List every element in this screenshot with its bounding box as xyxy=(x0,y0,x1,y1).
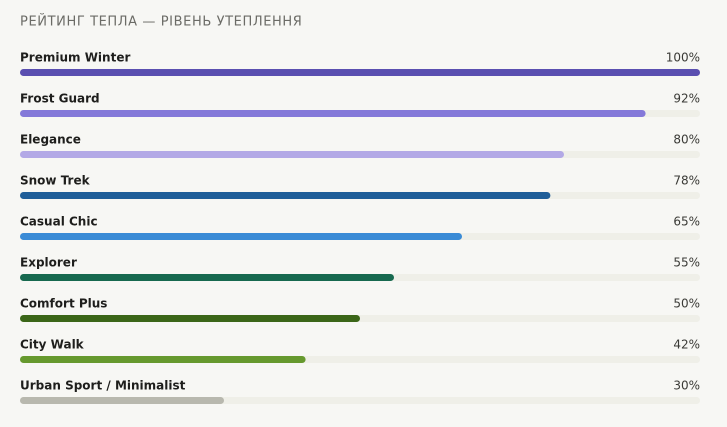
bar xyxy=(20,315,360,322)
value-label: 42% xyxy=(673,338,700,352)
bar xyxy=(20,397,224,404)
bar xyxy=(20,192,551,199)
bar-label: Frost Guard xyxy=(20,92,100,106)
value-label: 78% xyxy=(673,174,700,188)
bar xyxy=(20,151,564,158)
bar-label: Elegance xyxy=(20,133,81,147)
value-label: 55% xyxy=(673,256,700,270)
bar xyxy=(20,274,394,281)
bar xyxy=(20,69,700,76)
value-label: 30% xyxy=(673,379,700,393)
value-label: 80% xyxy=(673,133,700,147)
bar xyxy=(20,233,462,240)
value-label: 50% xyxy=(673,297,700,311)
bar-label: Urban Sport / Minimalist xyxy=(20,379,186,393)
chart-title: РЕЙТИНГ ТЕПЛА — РІВЕНЬ УТЕПЛЕННЯ xyxy=(20,14,302,30)
value-label: 65% xyxy=(673,215,700,229)
bar-label: City Walk xyxy=(20,338,85,352)
bar xyxy=(20,110,646,117)
bar xyxy=(20,356,306,363)
value-label: 92% xyxy=(673,92,700,106)
bar-label: Comfort Plus xyxy=(20,297,107,311)
bar-label: Premium Winter xyxy=(20,51,130,65)
bar-label: Snow Trek xyxy=(20,174,91,188)
value-label: 100% xyxy=(666,51,700,65)
bar-label: Casual Chic xyxy=(20,215,98,229)
bar-label: Explorer xyxy=(20,256,77,270)
